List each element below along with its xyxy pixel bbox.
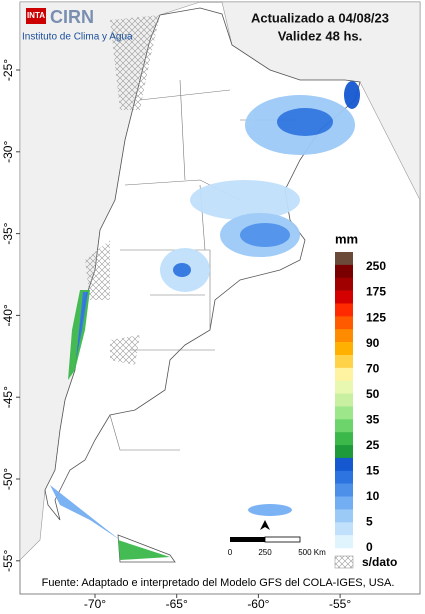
y-tick-label: -25°: [1, 59, 15, 81]
axes: -25° -30° -35° -40° -45° -50° -55° -70° -65° -60°…: [1, 59, 351, 611]
legend-label: 125: [366, 310, 386, 324]
scale-label: 0: [228, 548, 233, 557]
y-tick-label: -35°: [1, 222, 15, 244]
legend-label: 10: [366, 489, 380, 503]
scale-labels: 0 250 500 Km: [228, 548, 326, 557]
legend-swatch: [335, 277, 353, 291]
institute: Instituto de Clima y Agua: [22, 32, 133, 43]
no-data-area: [85, 240, 140, 365]
legend-swatch: [335, 290, 353, 304]
legend-label: 50: [366, 387, 380, 401]
legend-swatch: [335, 509, 353, 523]
y-tick-label: -45°: [1, 386, 15, 408]
map-area: [19, 1, 421, 595]
legend-swatch: [335, 252, 353, 266]
legend-swatch: [335, 522, 353, 536]
legend-swatch: [335, 496, 353, 510]
legend-swatch: [335, 445, 353, 459]
legend-swatch: [335, 303, 353, 317]
x-tick-label: -65°: [166, 597, 188, 611]
legend-label: 90: [366, 336, 380, 350]
legend-label: 0: [366, 540, 373, 554]
x-tick-label: -55°: [329, 597, 351, 611]
logo-box: [26, 8, 46, 24]
legend-swatch: [335, 470, 353, 484]
legend-swatch: [335, 393, 353, 407]
validity: Validez 48 hs.: [278, 28, 363, 43]
legend-swatch: [335, 329, 353, 343]
legend-swatch: [335, 419, 353, 433]
legend-label: 15: [366, 464, 380, 478]
legend-label: 250: [366, 259, 386, 273]
scale-bar: [230, 520, 301, 543]
no-data-swatch: [334, 555, 354, 569]
legend-label: 70: [366, 361, 380, 375]
legend-swatch: [335, 406, 353, 420]
no-data-area: [110, 15, 160, 110]
no-data-label: s/dato: [362, 555, 397, 569]
legend-swatch: [335, 535, 353, 549]
source: Fuente: Adaptado e interpretado del Mode…: [42, 577, 395, 589]
legend-swatch: [335, 380, 353, 394]
legend-swatch: [335, 457, 353, 472]
legend-swatch: [335, 342, 353, 356]
legend-label: 35: [366, 412, 380, 426]
x-tick-label: -70°: [84, 597, 106, 611]
legend-label: 5: [366, 515, 373, 529]
legend-label: 25: [366, 438, 380, 452]
legend-swatch: [335, 367, 353, 381]
scale-label: 500 Km: [298, 548, 326, 557]
legend-swatch: [335, 264, 353, 279]
y-tick-label: -30°: [1, 141, 15, 163]
legend-swatch: [335, 354, 353, 369]
legend-swatch: [335, 316, 353, 330]
precipitation: [50, 81, 360, 560]
legend-swatch: [335, 483, 353, 497]
x-tick-label: -60°: [247, 597, 269, 611]
y-tick-label: -55°: [1, 550, 15, 572]
legend-label: 175: [366, 285, 386, 299]
legend-unit: mm: [335, 231, 358, 246]
logo: INTA: [27, 11, 45, 20]
scale-label: 250: [258, 548, 272, 557]
y-tick-label: -50°: [1, 468, 15, 490]
y-tick-label: -40°: [1, 304, 15, 326]
brand: CIRN: [50, 7, 94, 27]
updated: Actualizado a 04/08/23: [251, 10, 389, 25]
legend-swatch: [335, 432, 353, 446]
